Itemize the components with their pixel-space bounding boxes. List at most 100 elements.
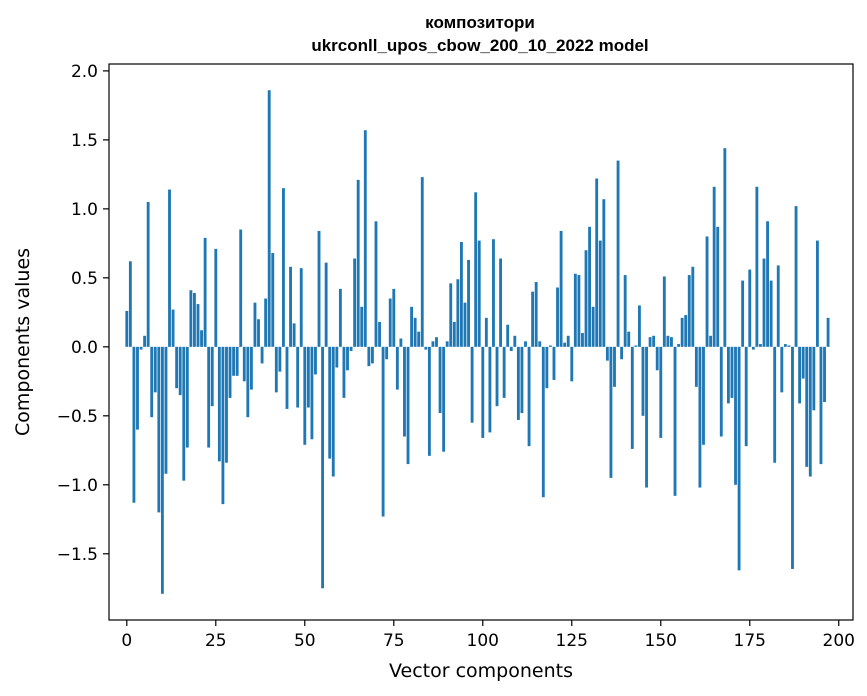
bar <box>751 346 755 350</box>
bar <box>691 266 695 347</box>
bar <box>741 280 745 347</box>
bar <box>225 346 228 463</box>
bar <box>815 240 819 347</box>
bar <box>349 346 353 351</box>
y-tick-label: 2.0 <box>71 62 98 82</box>
bar <box>253 302 257 347</box>
bar <box>623 275 627 347</box>
bar <box>193 293 196 347</box>
bar <box>801 346 805 379</box>
bar <box>634 345 638 347</box>
bar <box>566 335 570 347</box>
x-tick-label: 75 <box>383 631 405 651</box>
bar <box>128 261 132 347</box>
bar <box>353 258 357 347</box>
bar <box>360 306 364 347</box>
bar <box>132 346 136 503</box>
bar <box>232 346 236 376</box>
y-tick-label: −0.5 <box>57 407 98 427</box>
bar <box>274 346 278 393</box>
bar <box>260 346 264 364</box>
bar <box>157 346 161 513</box>
bar <box>314 346 317 375</box>
bar <box>506 324 510 347</box>
bar <box>627 331 631 347</box>
bar <box>481 346 485 438</box>
bar <box>271 253 275 347</box>
x-tick-label: 200 <box>823 631 855 651</box>
bar <box>331 346 335 477</box>
bar <box>769 280 773 347</box>
bar <box>698 346 702 488</box>
bar <box>823 346 826 403</box>
bar <box>392 288 396 347</box>
bar <box>776 265 780 347</box>
bar <box>136 346 139 430</box>
bar <box>160 346 164 594</box>
bar <box>737 346 741 571</box>
chart-subtitle: ukrconll_upos_cbow_200_10_2022 model <box>311 36 648 55</box>
bar <box>328 346 332 459</box>
bar <box>438 346 442 414</box>
bar <box>246 346 250 418</box>
bar <box>524 341 527 347</box>
bar <box>709 335 713 347</box>
bar <box>185 346 189 448</box>
bar <box>509 346 513 351</box>
bar <box>538 341 542 347</box>
bar <box>403 346 406 437</box>
bar <box>513 335 517 347</box>
bar <box>196 304 200 347</box>
bar <box>381 346 385 517</box>
bar <box>766 221 769 347</box>
bar <box>189 290 193 347</box>
bar <box>267 90 271 347</box>
bar <box>239 229 243 347</box>
bar <box>492 239 495 347</box>
bar <box>734 346 737 485</box>
y-tick-label: −1.0 <box>57 476 98 496</box>
bar <box>143 335 147 347</box>
x-tick-label: 125 <box>556 631 588 651</box>
bar <box>289 266 292 347</box>
bar <box>310 346 314 440</box>
bar <box>378 322 381 347</box>
bar <box>257 319 260 347</box>
bar <box>598 240 602 347</box>
bar <box>452 322 456 347</box>
bar <box>755 186 759 347</box>
bar <box>684 315 688 347</box>
bar <box>502 346 506 398</box>
bar <box>719 346 723 437</box>
bar <box>531 291 535 347</box>
bar <box>577 275 581 347</box>
x-tick-label: 100 <box>467 631 499 651</box>
bar <box>620 346 624 360</box>
bar <box>762 258 766 347</box>
bar <box>470 346 474 423</box>
y-axis-ticks: −1.5 −1.0 −0.5 0.0 0.5 1.0 1.5 2.0 <box>57 62 109 565</box>
bar <box>613 346 616 387</box>
bar <box>278 346 282 372</box>
bar <box>445 341 449 347</box>
bar <box>723 148 727 347</box>
bar <box>385 346 389 360</box>
x-tick-label: 175 <box>734 631 766 651</box>
bar <box>559 230 563 347</box>
y-tick-label: −1.5 <box>57 545 98 565</box>
bar <box>338 288 342 347</box>
bar <box>484 317 488 347</box>
bar <box>659 346 663 438</box>
bar <box>588 226 591 347</box>
bar <box>616 160 620 347</box>
chart-title: композитори <box>425 13 535 32</box>
bar <box>282 188 285 347</box>
bar <box>808 346 812 477</box>
bar <box>449 283 453 347</box>
bars-layer <box>125 90 830 594</box>
bar <box>609 346 613 478</box>
bar <box>242 346 246 382</box>
bar <box>342 346 346 398</box>
